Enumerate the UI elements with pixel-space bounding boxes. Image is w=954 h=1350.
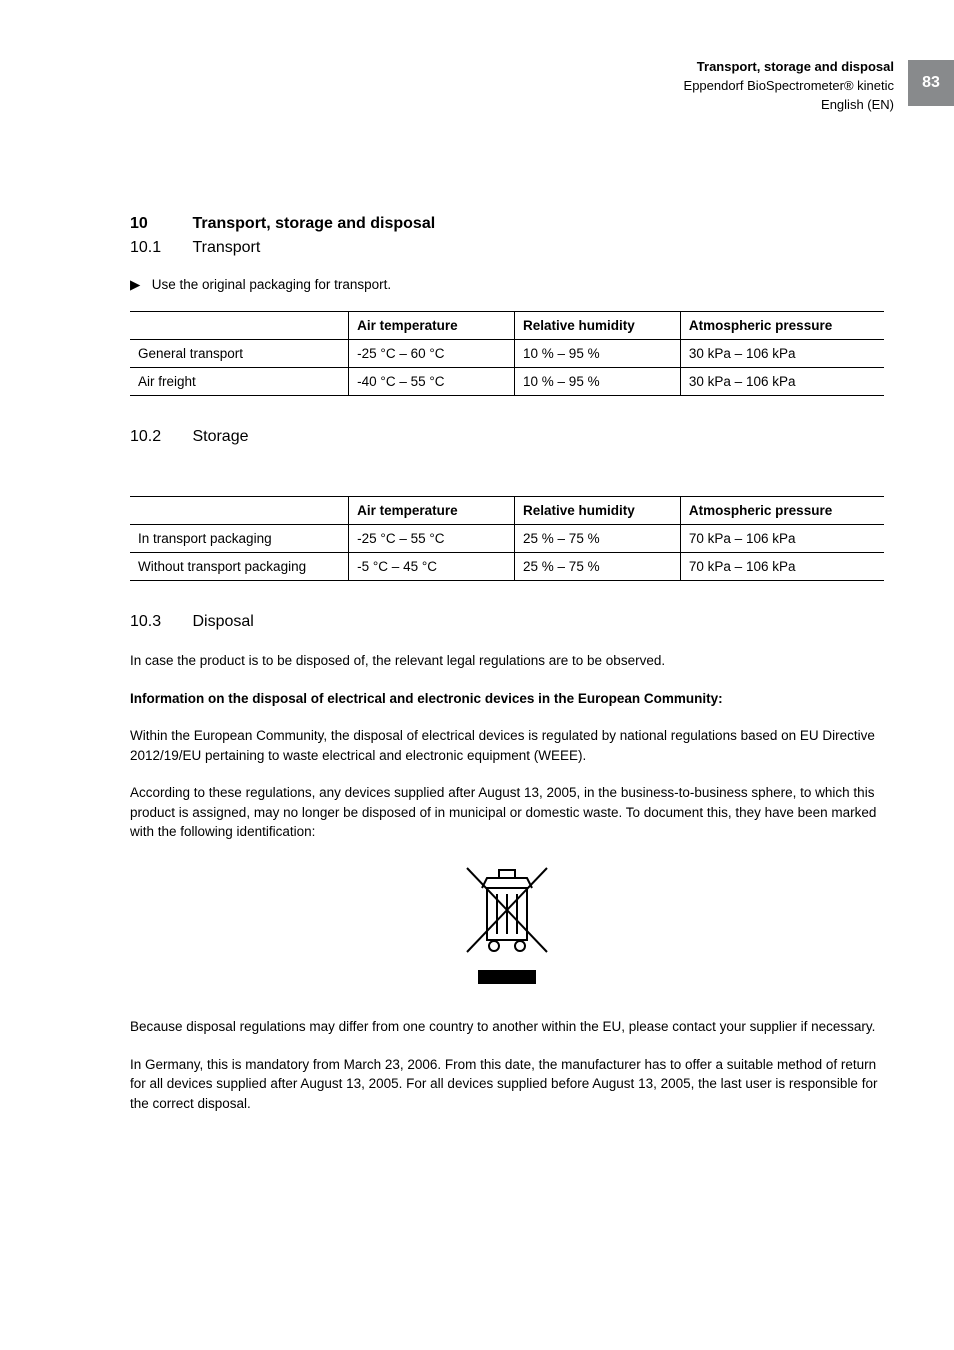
disposal-p2: Information on the disposal of electrica… bbox=[130, 689, 884, 709]
disposal-p5: Because disposal regulations may differ … bbox=[130, 1017, 884, 1037]
table-row: General transport -25 °C – 60 °C 10 % – … bbox=[130, 340, 884, 368]
bullet-text: Use the original packaging for transport… bbox=[152, 277, 391, 292]
disposal-p3: Within the European Community, the dispo… bbox=[130, 726, 884, 765]
triangle-bullet-icon: ▶ bbox=[130, 277, 148, 293]
weee-symbol bbox=[130, 860, 884, 989]
heading-number: 10.2 bbox=[130, 428, 188, 446]
heading-number: 10 bbox=[130, 215, 188, 233]
cell-hum: 10 % – 95 % bbox=[515, 340, 681, 368]
table-header-atm-pres: Atmospheric pressure bbox=[680, 312, 884, 340]
heading-10-2: 10.2 Storage bbox=[130, 428, 884, 446]
heading-text: Transport, storage and disposal bbox=[192, 215, 435, 232]
table-row: In transport packaging -25 °C – 55 °C 25… bbox=[130, 525, 884, 553]
header-section-title: Transport, storage and disposal bbox=[684, 58, 894, 77]
cell-hum: 10 % – 95 % bbox=[515, 368, 681, 396]
header-language: English (EN) bbox=[684, 96, 894, 115]
cell-temp: -25 °C – 55 °C bbox=[349, 525, 515, 553]
cell-pres: 30 kPa – 106 kPa bbox=[680, 340, 884, 368]
cell-pres: 30 kPa – 106 kPa bbox=[680, 368, 884, 396]
weee-bar-icon bbox=[478, 970, 536, 984]
heading-text: Disposal bbox=[192, 613, 253, 630]
crossed-bin-icon bbox=[452, 860, 562, 960]
table-header-air-temp: Air temperature bbox=[349, 497, 515, 525]
row-label: General transport bbox=[130, 340, 349, 368]
heading-text: Storage bbox=[192, 428, 248, 445]
table-header-rel-hum: Relative humidity bbox=[515, 312, 681, 340]
table-header-blank bbox=[130, 312, 349, 340]
table-header-atm-pres: Atmospheric pressure bbox=[680, 497, 884, 525]
table-header-row: Air temperature Relative humidity Atmosp… bbox=[130, 312, 884, 340]
table-header-blank bbox=[130, 497, 349, 525]
row-label: In transport packaging bbox=[130, 525, 349, 553]
page-number-tab: 83 bbox=[908, 60, 954, 106]
table-row: Air freight -40 °C – 55 °C 10 % – 95 % 3… bbox=[130, 368, 884, 396]
cell-temp: -5 °C – 45 °C bbox=[349, 553, 515, 581]
storage-conditions-table: Air temperature Relative humidity Atmosp… bbox=[130, 496, 884, 581]
row-label: Air freight bbox=[130, 368, 349, 396]
cell-hum: 25 % – 75 % bbox=[515, 553, 681, 581]
running-header: Transport, storage and disposal Eppendor… bbox=[684, 58, 894, 115]
page-number: 83 bbox=[922, 74, 940, 92]
table-header-row: Air temperature Relative humidity Atmosp… bbox=[130, 497, 884, 525]
heading-10: 10 Transport, storage and disposal bbox=[130, 215, 884, 233]
transport-conditions-table: Air temperature Relative humidity Atmosp… bbox=[130, 311, 884, 396]
heading-number: 10.1 bbox=[130, 239, 188, 257]
cell-temp: -25 °C – 60 °C bbox=[349, 340, 515, 368]
disposal-p6: In Germany, this is mandatory from March… bbox=[130, 1055, 884, 1114]
cell-hum: 25 % – 75 % bbox=[515, 525, 681, 553]
heading-10-1: 10.1 Transport bbox=[130, 239, 884, 257]
table-row: Without transport packaging -5 °C – 45 °… bbox=[130, 553, 884, 581]
table-header-air-temp: Air temperature bbox=[349, 312, 515, 340]
heading-text: Transport bbox=[192, 239, 260, 256]
cell-pres: 70 kPa – 106 kPa bbox=[680, 553, 884, 581]
disposal-p1: In case the product is to be disposed of… bbox=[130, 651, 884, 671]
row-label: Without transport packaging bbox=[130, 553, 349, 581]
heading-number: 10.3 bbox=[130, 613, 188, 631]
cell-pres: 70 kPa – 106 kPa bbox=[680, 525, 884, 553]
header-product-name: Eppendorf BioSpectrometer® kinetic bbox=[684, 77, 894, 96]
cell-temp: -40 °C – 55 °C bbox=[349, 368, 515, 396]
disposal-p4: According to these regulations, any devi… bbox=[130, 783, 884, 842]
table-header-rel-hum: Relative humidity bbox=[515, 497, 681, 525]
heading-10-3: 10.3 Disposal bbox=[130, 613, 884, 631]
transport-bullet: ▶ Use the original packaging for transpo… bbox=[130, 277, 884, 293]
page-content: 10 Transport, storage and disposal 10.1 … bbox=[130, 215, 884, 1131]
